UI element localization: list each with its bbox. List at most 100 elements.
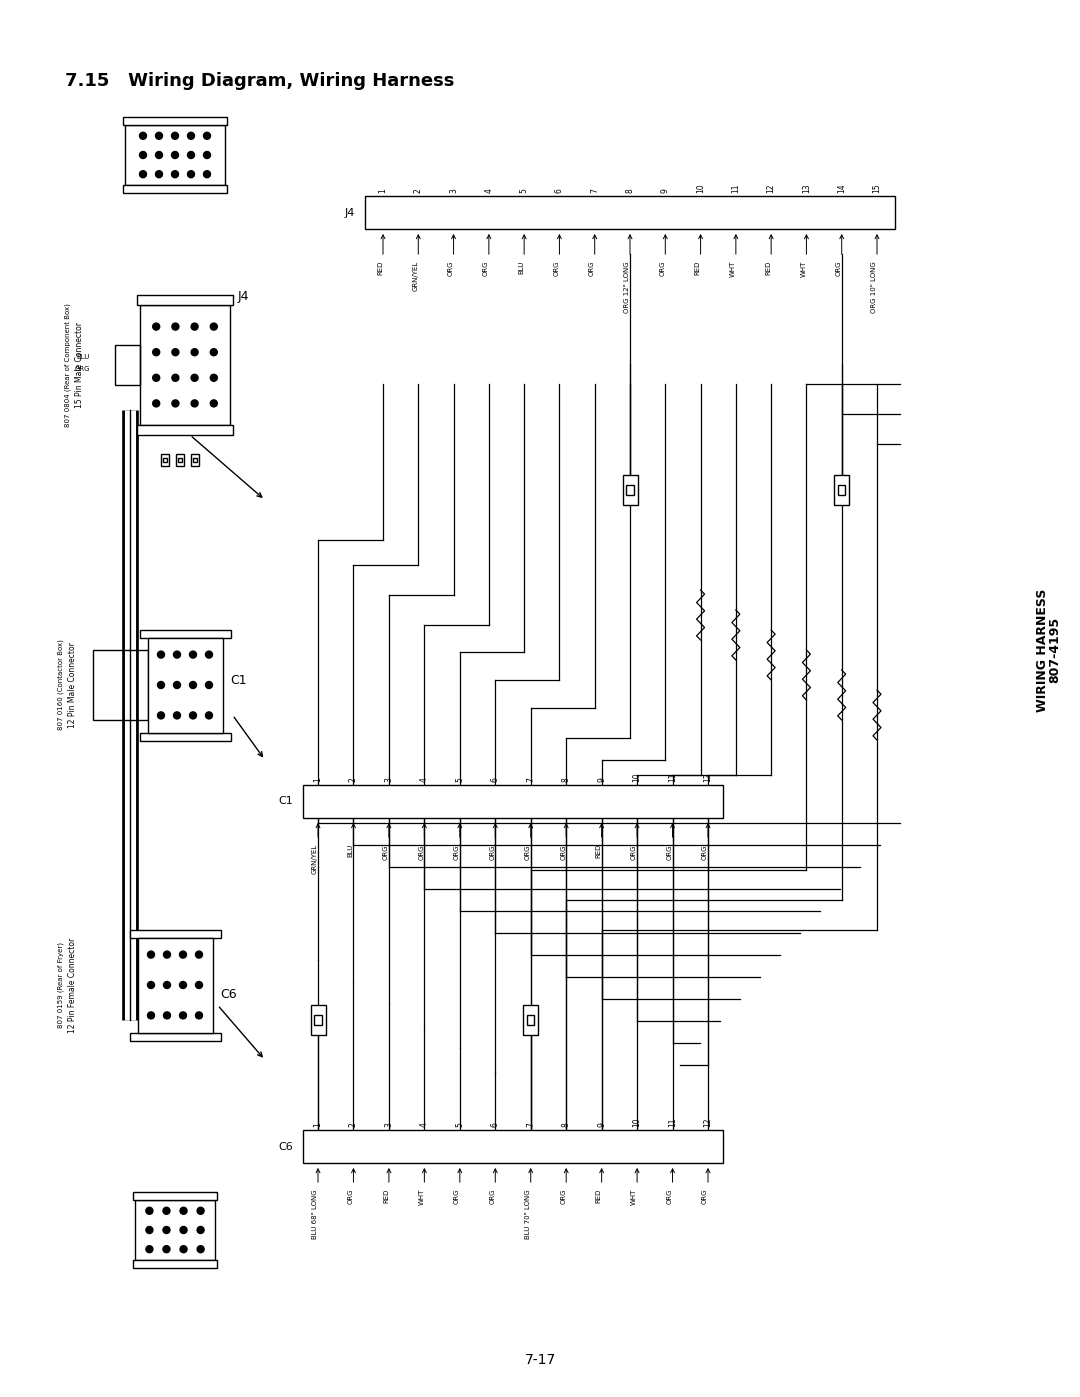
Text: ORG: ORG [454,844,460,859]
Circle shape [180,1207,187,1214]
Circle shape [152,400,160,407]
Text: WHT: WHT [418,1189,424,1206]
Text: 11: 11 [731,183,741,193]
Circle shape [191,400,198,407]
Text: ORG: ORG [483,261,489,277]
Text: ORG: ORG [553,261,559,277]
Circle shape [179,1011,187,1018]
Bar [114,345,140,386]
Text: RED: RED [694,261,701,275]
Text: 12: 12 [703,773,713,782]
Circle shape [158,651,164,658]
Text: 4: 4 [420,1122,429,1127]
Bar [133,1192,217,1200]
Text: 1: 1 [313,1122,323,1127]
Circle shape [205,712,213,719]
Text: 15: 15 [873,183,881,193]
Circle shape [172,400,179,407]
Text: 2: 2 [414,189,422,193]
Text: RED: RED [596,844,602,858]
Text: GRN/YEL: GRN/YEL [413,261,418,291]
Text: WHT: WHT [730,261,735,278]
Text: BLU: BLU [77,353,90,360]
Bar [523,1004,538,1035]
Circle shape [197,1246,204,1253]
Text: 12 Pin Male Connector: 12 Pin Male Connector [68,643,77,728]
Circle shape [158,712,164,719]
Bar [303,785,723,819]
Text: ORG: ORG [454,1189,460,1204]
Text: 12: 12 [703,1118,713,1127]
Bar [527,1014,535,1025]
Text: 8: 8 [562,777,570,782]
Circle shape [197,1227,204,1234]
Circle shape [188,133,194,140]
Text: 3: 3 [449,189,458,193]
Text: 3: 3 [384,1122,393,1127]
Circle shape [211,374,217,381]
Text: ORG 10" LONG: ORG 10" LONG [870,261,877,313]
Bar [133,1260,217,1268]
Bar [838,485,846,496]
Circle shape [179,982,187,989]
Circle shape [139,133,147,140]
Bar [130,1032,220,1041]
Circle shape [174,712,180,719]
Text: BLU 70" LONG: BLU 70" LONG [525,1189,530,1239]
Text: 9: 9 [597,1122,606,1127]
Circle shape [211,400,217,407]
Text: RED: RED [377,261,383,275]
Text: 14: 14 [837,183,847,193]
Circle shape [163,1227,170,1234]
Bar [93,650,148,719]
Circle shape [158,682,164,689]
Text: ORG: ORG [561,844,566,859]
Text: 5: 5 [519,189,528,193]
Text: 5: 5 [456,777,464,782]
Text: 6: 6 [490,777,500,782]
Text: 12: 12 [767,183,775,193]
Circle shape [172,151,178,158]
Circle shape [139,151,147,158]
Circle shape [156,133,162,140]
Circle shape [203,170,211,177]
Circle shape [211,323,217,330]
Text: 2: 2 [349,777,357,782]
Bar [176,454,185,467]
Text: ORG: ORG [836,261,841,277]
Text: C1: C1 [279,796,293,806]
Text: WHT: WHT [631,1189,637,1206]
Text: 6: 6 [555,189,564,193]
Text: J4: J4 [238,291,249,303]
Text: 10: 10 [697,183,705,193]
Circle shape [189,651,197,658]
Circle shape [205,651,213,658]
Text: ORG: ORG [631,844,637,859]
Bar [135,1200,215,1260]
Circle shape [191,374,198,381]
Circle shape [174,682,180,689]
Text: 7.15   Wiring Diagram, Wiring Harness: 7.15 Wiring Diagram, Wiring Harness [65,73,455,89]
Text: 11: 11 [669,1118,677,1127]
Bar [314,1014,322,1025]
Circle shape [195,982,203,989]
Circle shape [191,323,198,330]
Text: 4: 4 [420,777,429,782]
Circle shape [188,151,194,158]
Text: 1: 1 [313,777,323,782]
Text: 11: 11 [669,773,677,782]
Text: 13: 13 [802,183,811,193]
Text: 807-4195: 807-4195 [1049,617,1062,683]
Text: 807 0160 (Contactor Box): 807 0160 (Contactor Box) [57,640,64,731]
Circle shape [211,349,217,356]
Text: ORG: ORG [75,366,90,372]
Circle shape [197,1207,204,1214]
Text: ORG: ORG [666,844,673,859]
Bar [178,458,183,462]
Text: 8: 8 [562,1122,570,1127]
Text: RED: RED [383,1189,389,1203]
Bar [148,637,222,732]
Text: ORG: ORG [561,1189,566,1204]
Circle shape [163,982,171,989]
Circle shape [191,349,198,356]
